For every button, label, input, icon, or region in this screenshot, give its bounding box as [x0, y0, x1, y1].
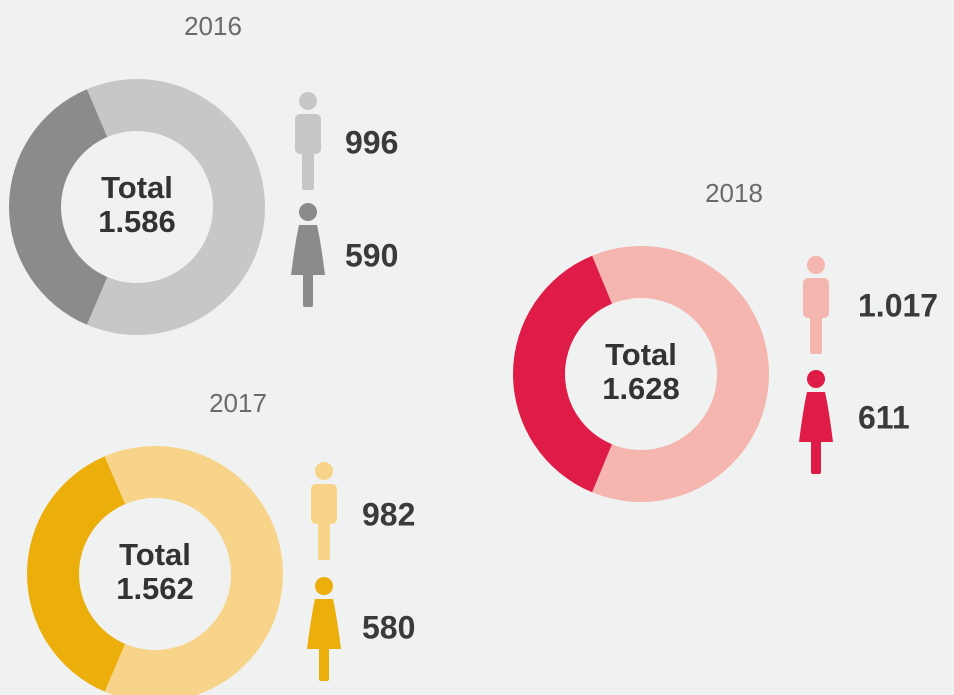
value-label: 1.017 — [858, 287, 938, 323]
value-label: 982 — [362, 496, 415, 532]
donut-segment — [27, 456, 126, 692]
center-label: Total — [605, 337, 677, 372]
total-label: 1.628 — [602, 371, 680, 406]
donut-segment — [9, 89, 108, 325]
donut-segment — [592, 246, 769, 503]
center-label: Total — [119, 537, 191, 572]
icon-body — [311, 484, 337, 524]
icon-legs — [810, 314, 822, 354]
year-label: 2018 — [705, 178, 763, 208]
value-label: 590 — [345, 237, 398, 273]
total-label: 1.586 — [98, 204, 176, 239]
female-icon — [291, 203, 325, 307]
donut-segment — [86, 78, 265, 335]
icon-head — [315, 462, 333, 480]
icon-legs — [302, 150, 314, 190]
female-icon — [307, 577, 341, 681]
icon-dress — [307, 599, 341, 649]
icon-head — [299, 92, 317, 110]
value-label: 996 — [345, 124, 398, 160]
icon-legs — [319, 647, 329, 681]
year-label: 2016 — [184, 11, 242, 41]
female-icon — [799, 370, 833, 474]
icon-body — [295, 114, 321, 154]
value-label: 611 — [858, 399, 910, 435]
icon-head — [807, 370, 825, 388]
male-icon — [311, 462, 337, 560]
icon-head — [315, 577, 333, 595]
icon-head — [299, 203, 317, 221]
donut-segment — [512, 255, 612, 493]
icon-dress — [799, 392, 833, 442]
male-icon — [295, 92, 321, 190]
icon-legs — [318, 520, 330, 560]
icon-head — [807, 256, 825, 274]
male-icon — [803, 256, 829, 354]
total-label: 1.562 — [116, 571, 194, 606]
year-label: 2017 — [209, 388, 267, 418]
donut-segment — [104, 446, 284, 695]
icon-dress — [291, 225, 325, 275]
icon-legs — [811, 440, 821, 474]
icon-legs — [303, 273, 313, 307]
icon-body — [803, 278, 829, 318]
value-label: 580 — [362, 609, 415, 645]
center-label: Total — [101, 170, 173, 205]
